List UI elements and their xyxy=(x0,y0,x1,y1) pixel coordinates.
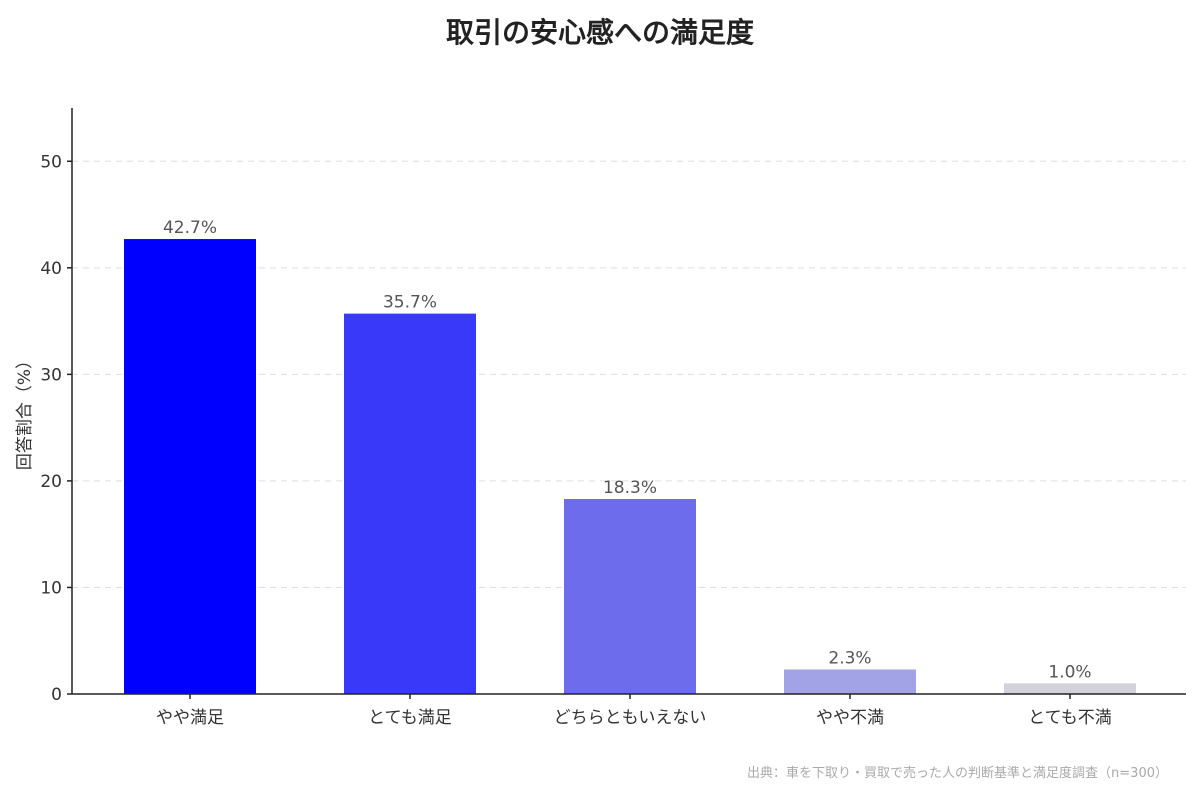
y-axis-label: 回答割合（%） xyxy=(15,352,35,470)
chart-title: 取引の安心感への満足度 xyxy=(446,16,754,49)
data-label: 18.3% xyxy=(603,478,657,498)
y-tick-label: 0 xyxy=(51,685,62,705)
y-tick-label: 50 xyxy=(40,152,62,172)
bar xyxy=(124,239,256,694)
x-tick-label: どちらともいえない xyxy=(554,708,707,728)
x-tick-label: とても満足 xyxy=(368,708,452,728)
source-note: 出典：車を下取り・買取で売った人の判断基準と満足度調査（n=300） xyxy=(747,765,1168,781)
x-tick-label: やや不満 xyxy=(816,708,884,728)
y-tick-label: 20 xyxy=(40,472,62,492)
data-label: 42.7% xyxy=(163,218,217,238)
bar xyxy=(784,669,916,694)
y-tick-label: 40 xyxy=(40,259,62,279)
x-tick-label: やや満足 xyxy=(156,708,224,728)
data-label: 35.7% xyxy=(383,293,437,313)
bar xyxy=(1004,683,1136,694)
y-tick-labels: 0 10 20 30 40 50 xyxy=(40,152,72,705)
bars xyxy=(124,239,1136,694)
bar xyxy=(344,313,476,694)
bar xyxy=(564,499,696,694)
y-tick-label: 30 xyxy=(40,365,62,385)
axes xyxy=(71,108,1186,695)
x-tick-labels: やや満足 とても満足 どちらともいえない やや不満 とても不満 xyxy=(156,694,1112,728)
y-tick-label: 10 xyxy=(40,578,62,598)
x-tick-label: とても不満 xyxy=(1028,708,1112,728)
data-labels: 42.7% 35.7% 18.3% 2.3% 1.0% xyxy=(163,218,1092,682)
data-label: 2.3% xyxy=(828,648,871,668)
data-label: 1.0% xyxy=(1048,662,1091,682)
grid-lines xyxy=(72,160,1186,588)
